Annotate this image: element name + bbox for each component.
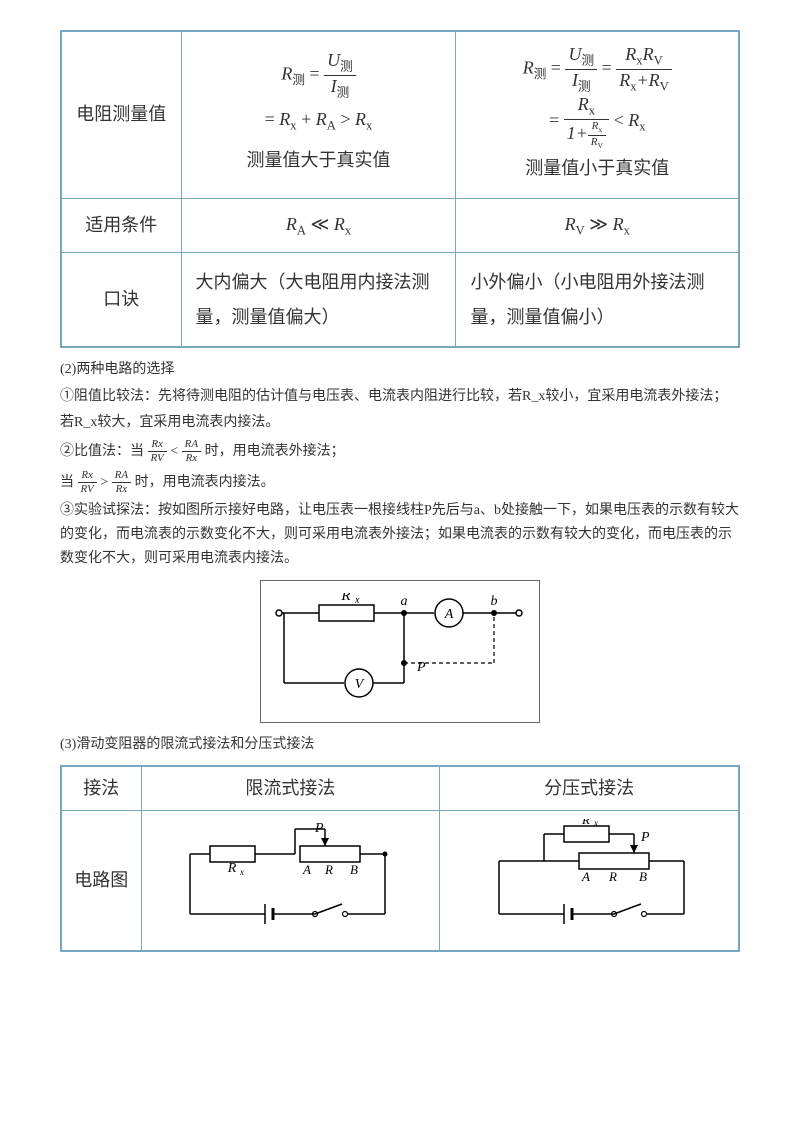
t2-header-col2: 分压式接法 [440, 766, 739, 811]
circuit-voltage-divider: Rx P A R B [440, 811, 739, 952]
svg-text:A: A [581, 869, 590, 884]
row1-label: 电阻测量值 [61, 31, 181, 198]
svg-text:R: R [324, 862, 333, 877]
row1-col2-text: 测量值小于真实值 [525, 158, 669, 178]
table-rheostat-methods: 接法 限流式接法 分压式接法 电路图 Rx P A [60, 765, 740, 952]
t2-row1-label: 电路图 [61, 811, 141, 952]
svg-text:b: b [491, 594, 498, 609]
circuit-diagram-probe: R x a A b V P [260, 580, 540, 723]
method2-line1: ②比值法：当 RxRV < RARx 时，用电流表外接法； [60, 438, 740, 465]
method1-line2: 若R_x较大，宜采用电流表内接法。 [60, 411, 740, 435]
row1-col1-text: 测量值大于真实值 [246, 150, 390, 170]
svg-text:A: A [302, 862, 311, 877]
section2-heading: (2)两种电路的选择 [60, 358, 740, 382]
svg-text:R: R [581, 819, 590, 827]
method1-line1: ①阻值比较法：先将待测电阻的估计值与电压表、电流表内阻进行比较，若R_x较小，宜… [60, 385, 740, 409]
row2-col1: RA ≪ Rx [181, 198, 456, 252]
svg-text:a: a [401, 594, 408, 609]
svg-text:x: x [593, 819, 598, 828]
svg-text:x: x [239, 867, 244, 877]
svg-text:B: B [639, 869, 647, 884]
method2-line2: 当 RxRV > RARx 时，用电流表内接法。 [60, 469, 740, 496]
row1-col1: R测 = U测I测 = Rx + RA > Rx 测量值大于真实值 [181, 31, 456, 198]
section3-heading: (3)滑动变阻器的限流式接法和分压式接法 [60, 733, 740, 757]
svg-text:R: R [340, 593, 350, 604]
row3-col2: 小外偏小（小电阻用外接法测量，测量值偏小） [456, 253, 739, 347]
t2-header-label: 接法 [61, 766, 141, 811]
table-resistance-methods: 电阻测量值 R测 = U测I测 = Rx + RA > Rx 测量值大于真实值 … [60, 30, 740, 348]
t2-header-col1: 限流式接法 [141, 766, 440, 811]
svg-text:R: R [608, 869, 617, 884]
svg-text:P: P [640, 830, 650, 845]
row3-label: 口诀 [61, 253, 181, 347]
row1-col2: R测 = U测I测 = RxRVRx+RV = Rx1+RxRV < Rx 测量… [456, 31, 739, 198]
row2-label: 适用条件 [61, 198, 181, 252]
row3-col1: 大内偏大（大电阻用内接法测量，测量值偏大） [181, 253, 456, 347]
svg-text:x: x [354, 595, 360, 606]
row2-col2: RV ≫ Rx [456, 198, 739, 252]
svg-text:V: V [355, 677, 365, 692]
method3: ③实验试探法：按如图所示接好电路，让电压表一根接线柱P先后与a、b处接触一下，如… [60, 499, 740, 570]
svg-text:P: P [416, 660, 426, 675]
svg-text:R: R [227, 861, 237, 876]
svg-text:A: A [444, 607, 454, 622]
svg-text:B: B [350, 862, 358, 877]
circuit-current-limiting: Rx P A R B [141, 811, 440, 952]
